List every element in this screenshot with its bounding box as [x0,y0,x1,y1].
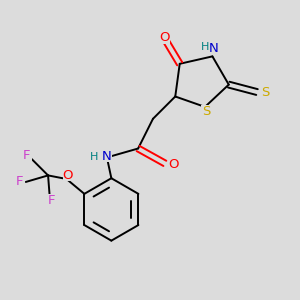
FancyBboxPatch shape [63,169,73,181]
FancyBboxPatch shape [46,194,56,206]
FancyBboxPatch shape [168,159,178,171]
Text: S: S [261,85,269,98]
Text: S: S [202,105,211,118]
Text: O: O [168,158,178,171]
FancyBboxPatch shape [89,151,100,163]
Text: N: N [102,150,112,163]
Text: H: H [90,152,98,161]
Text: N: N [209,42,219,55]
FancyBboxPatch shape [14,176,25,187]
FancyBboxPatch shape [201,105,212,117]
FancyBboxPatch shape [160,32,170,44]
Text: H: H [201,43,209,52]
Text: O: O [63,169,73,182]
FancyBboxPatch shape [21,150,32,161]
FancyBboxPatch shape [102,151,112,163]
Text: F: F [22,149,30,162]
FancyBboxPatch shape [208,42,219,54]
Text: F: F [47,194,55,207]
FancyBboxPatch shape [200,41,210,53]
Text: F: F [16,175,23,188]
Text: O: O [160,32,170,44]
FancyBboxPatch shape [260,86,271,98]
